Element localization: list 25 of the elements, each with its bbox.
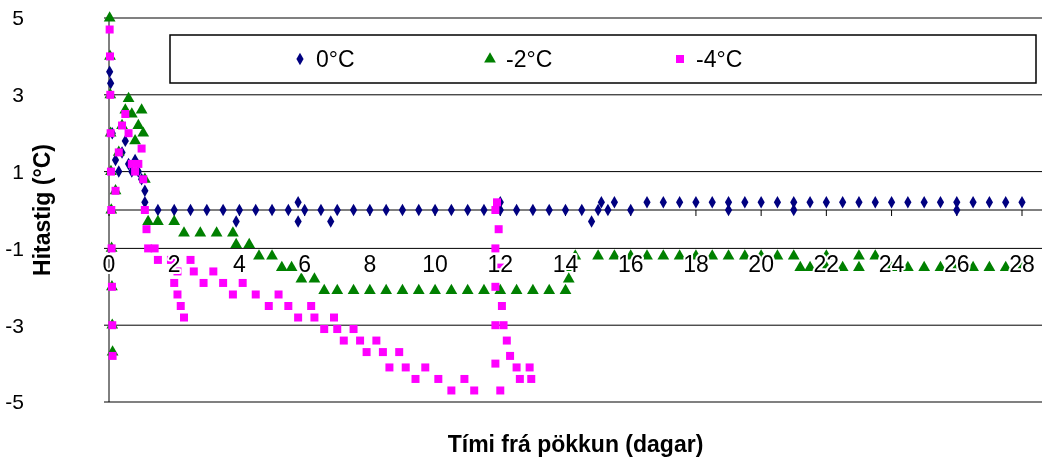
legend-label: -2°C [506,46,553,73]
y-tick-label: -5 [5,390,24,414]
y-tick-label: -1 [5,236,24,260]
x-tick-label: 18 [683,251,709,278]
x-tick-label: 10 [422,251,448,278]
x-tick-label: 22 [813,251,840,278]
y-tick-label: 3 [12,83,24,107]
x-axis-title: Tími frá pökkun (dagar) [447,431,704,457]
x-tick-label: 26 [943,251,970,278]
legend-label: 0°C [316,46,355,73]
x-tick-label: 8 [363,251,377,278]
x-tick-label: 28 [1009,251,1035,278]
y-tick-label: 5 [12,6,24,30]
x-tick-label: 0 [102,251,116,278]
x-tick-label: 16 [617,251,644,278]
x-tick-label: 12 [487,251,514,278]
x-tick-label: 24 [878,251,905,278]
y-axis-title: Hitastig (°C) [29,144,55,276]
x-tick-label: 20 [748,251,774,278]
x-tick-label: 6 [298,251,312,278]
x-tick-label: 4 [233,251,247,278]
x-tick-label: 14 [552,251,579,278]
y-tick-label: -3 [5,313,24,337]
legend-label: -4°C [696,46,743,73]
y-tick-label: 1 [12,159,24,183]
